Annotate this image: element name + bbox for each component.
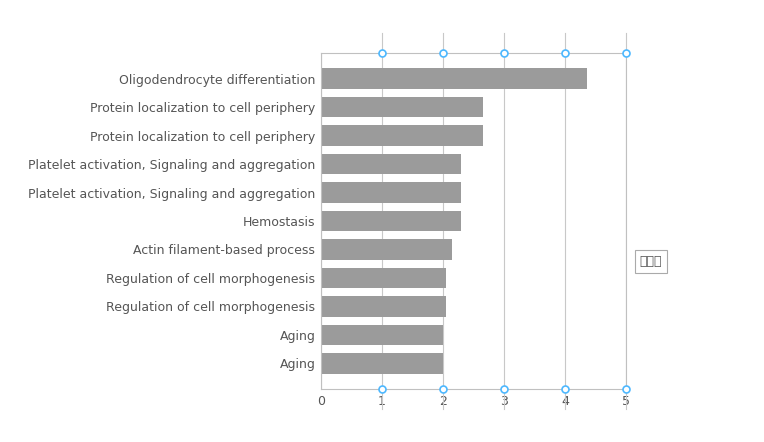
Bar	[321, 268, 446, 288]
Bar	[321, 125, 483, 146]
Bar	[321, 325, 443, 345]
Bar	[321, 239, 452, 260]
Bar	[321, 296, 446, 317]
Bar	[321, 211, 461, 231]
Bar	[321, 69, 587, 89]
Bar	[321, 97, 483, 117]
Text: 绘图区: 绘图区	[639, 255, 662, 268]
Bar	[321, 182, 461, 203]
Bar	[321, 154, 461, 174]
Bar	[321, 353, 443, 373]
